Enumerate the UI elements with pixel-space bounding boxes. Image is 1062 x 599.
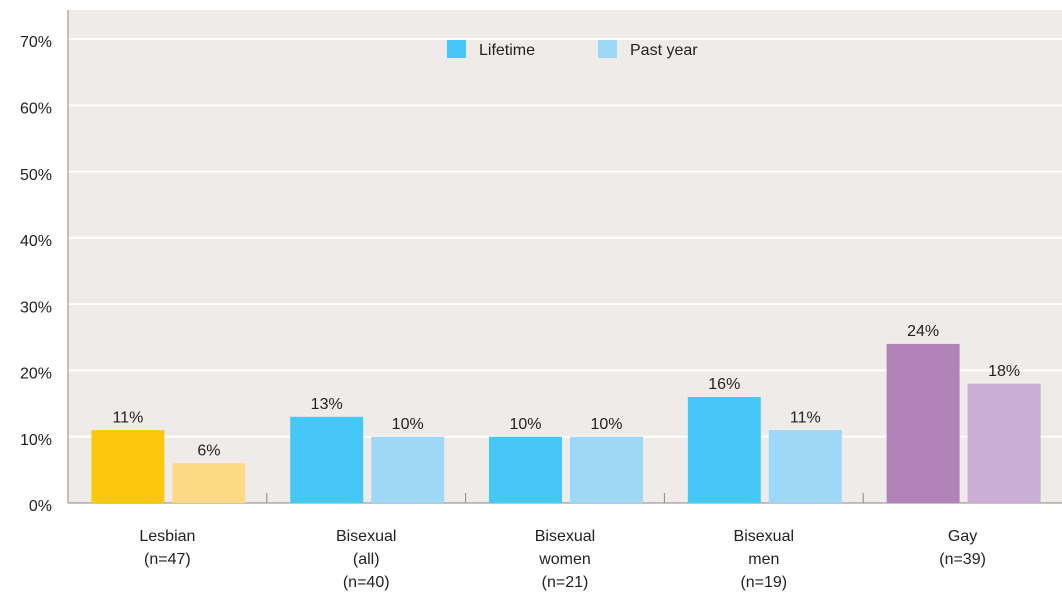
value-label: 10%: [590, 416, 622, 433]
x-tick-label: (n=19): [740, 574, 787, 591]
value-label: 10%: [392, 416, 424, 433]
y-tick-label: 60%: [20, 101, 52, 118]
bar: [91, 430, 165, 503]
y-tick-label: 0%: [29, 498, 52, 515]
value-label: 10%: [509, 416, 541, 433]
bar: [687, 396, 761, 503]
legend-label: Lifetime: [479, 42, 535, 59]
y-tick-label: 50%: [20, 167, 52, 184]
bar: [570, 436, 643, 503]
x-tick-label: (all): [353, 551, 380, 568]
x-tick-label: women: [538, 551, 591, 568]
bar: [967, 383, 1041, 503]
value-label: 18%: [988, 363, 1020, 380]
y-tick-label: 10%: [20, 432, 52, 449]
x-tick-label: (n=21): [542, 574, 589, 591]
x-tick-label: (n=39): [939, 551, 986, 568]
x-tick-label: men: [748, 551, 779, 568]
value-label: 24%: [907, 323, 939, 340]
value-label: 13%: [311, 396, 343, 413]
value-label: 11%: [112, 409, 143, 426]
x-tick-label: (n=40): [343, 574, 390, 591]
legend-swatch: [598, 40, 617, 58]
y-tick-label: 30%: [20, 299, 52, 316]
value-label: 6%: [197, 442, 220, 459]
bar: [172, 463, 246, 503]
x-tick-label: Bisexual: [734, 528, 794, 545]
value-label: 16%: [708, 376, 740, 393]
bar: [489, 436, 562, 503]
value-label: 11%: [790, 409, 821, 426]
bar: [768, 430, 842, 503]
x-tick-label: Bisexual: [535, 528, 595, 545]
legend-label: Past year: [630, 42, 698, 59]
x-tick-label: Gay: [948, 528, 977, 545]
x-tick-label: Bisexual: [336, 528, 396, 545]
bar: [371, 436, 445, 503]
bar: [290, 416, 364, 503]
y-tick-label: 20%: [20, 366, 52, 383]
x-tick-label: (n=47): [144, 551, 191, 568]
y-tick-label: 70%: [20, 34, 52, 51]
bar: [886, 343, 960, 503]
y-tick-label: 40%: [20, 233, 52, 250]
x-tick-label: Lesbian: [139, 528, 195, 545]
legend-swatch: [447, 40, 466, 58]
